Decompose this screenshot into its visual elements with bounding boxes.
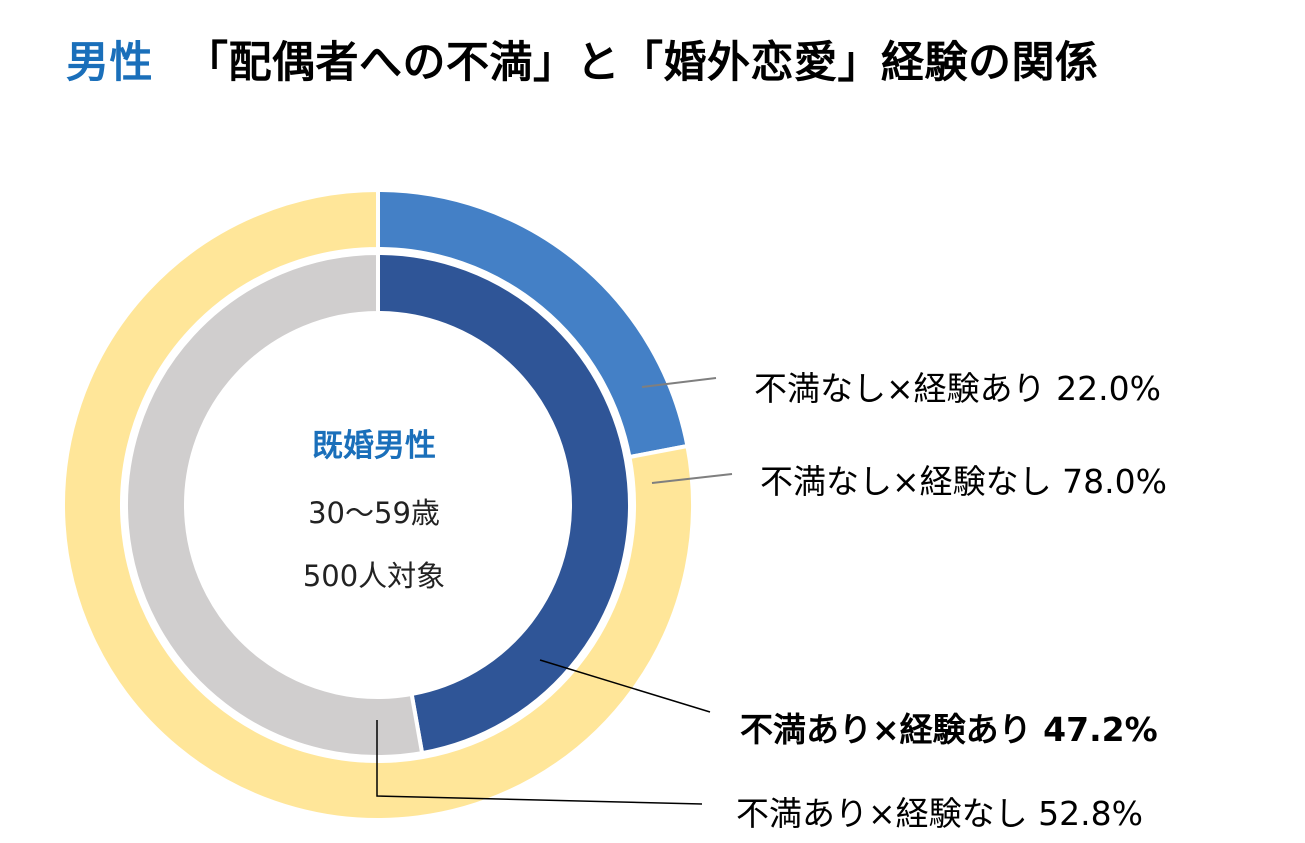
title-accent: 男性 — [66, 38, 153, 88]
label-outer-no-experience-name: 不満なし×経験なし — [760, 462, 1052, 501]
title-main: 「配偶者への不満」と「婚外恋愛」経験の関係 — [185, 38, 1099, 88]
center-sample-size: 500人対象 — [302, 559, 446, 593]
center-heading: 既婚男性 — [312, 428, 436, 464]
label-inner-no-experience-value: 52.8% — [1038, 794, 1143, 833]
label-inner-experience: 不満あり×経験あり 47.2% — [740, 703, 1158, 751]
leader-line-outer-no-experience — [651, 473, 733, 484]
donut-slice-inner-1 — [124, 250, 425, 759]
label-inner-no-experience: 不満あり×経験なし 52.8% — [736, 787, 1143, 835]
donut-slice-inner-0 — [376, 250, 632, 756]
label-outer-no-experience-value: 78.0% — [1062, 462, 1167, 501]
inner-ring — [124, 250, 632, 759]
leader-line-inner-no-experience — [376, 720, 703, 805]
center-age-range: 30〜59歳 — [308, 496, 440, 530]
label-outer-experience-name: 不満なし×経験あり — [754, 369, 1046, 408]
chart-title: 男性 「配偶者への不満」と「婚外恋愛」経験の関係 — [66, 28, 1099, 90]
leader-lines — [376, 377, 733, 805]
label-inner-experience-value: 47.2% — [1043, 710, 1158, 749]
leader-line-outer-experience — [641, 377, 717, 388]
outer-ring — [61, 187, 695, 822]
label-outer-no-experience: 不満なし×経験なし 78.0% — [760, 455, 1167, 503]
label-outer-experience-value: 22.0% — [1056, 369, 1161, 408]
label-inner-experience-name: 不満あり×経験あり — [740, 710, 1032, 749]
donut-slice-outer-1 — [61, 187, 695, 822]
label-outer-experience: 不満なし×経験あり 22.0% — [754, 362, 1161, 410]
leader-line-inner-experience — [539, 659, 711, 713]
label-inner-no-experience-name: 不満あり×経験なし — [736, 794, 1028, 833]
